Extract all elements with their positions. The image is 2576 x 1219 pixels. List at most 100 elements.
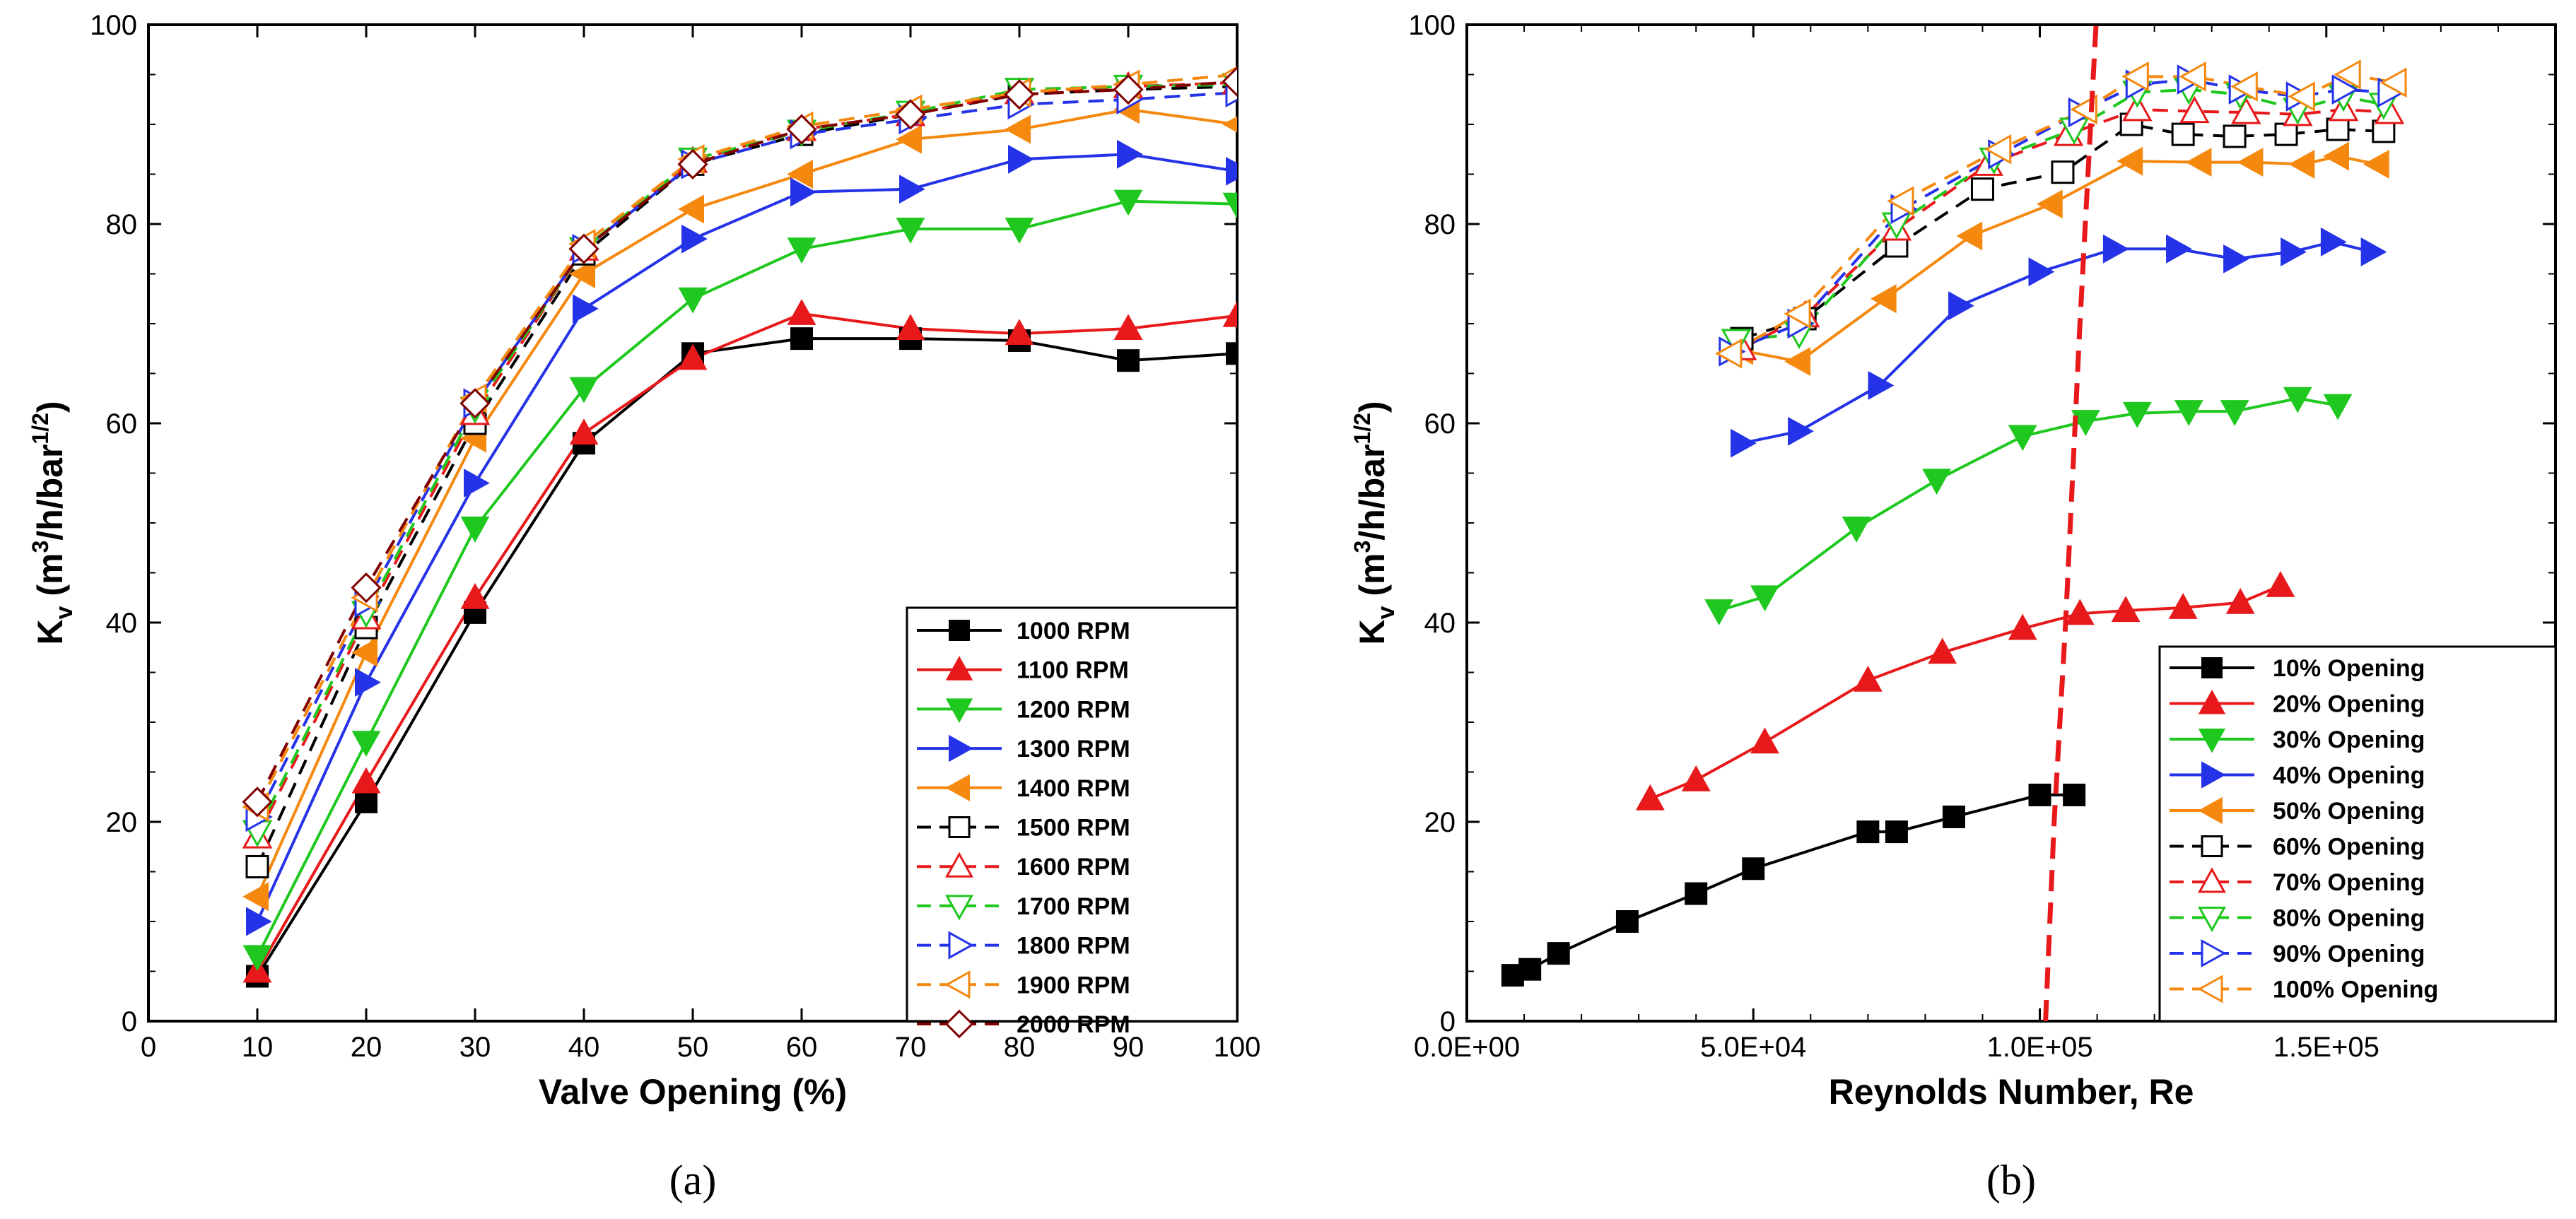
legend-entry-label: 10% Opening xyxy=(2273,655,2425,682)
series-line xyxy=(256,73,1237,808)
chart-panel-b: 0.0E+00 5.0E+04 1.0E+05 1.5E+05 0 20 40 60 80 100… xyxy=(1350,10,2557,1203)
data-point xyxy=(1842,517,1871,543)
data-point xyxy=(1222,300,1237,327)
series-line xyxy=(256,80,1237,803)
y-tick-label: 80 xyxy=(106,209,138,240)
data-point xyxy=(2320,227,2347,257)
legend-entry-label: 60% Opening xyxy=(2273,834,2425,861)
data-point xyxy=(1226,156,1237,186)
data-point xyxy=(2379,67,2407,98)
legend-entry-label: 30% Opening xyxy=(2273,726,2425,753)
legend: 1000 RPM 1100 RPM 1200 RPM 1300 RPM 1400 RPM… xyxy=(906,606,1239,1039)
data-point xyxy=(1856,820,1880,844)
legend-marker xyxy=(2197,867,2227,893)
data-point xyxy=(464,469,490,498)
data-point xyxy=(1117,349,1140,372)
data-point xyxy=(790,327,813,351)
data-point xyxy=(2283,387,2312,413)
data-point xyxy=(2230,71,2258,102)
x-axis-label: Reynolds Number, Re xyxy=(1829,1072,2194,1112)
data-point xyxy=(1942,805,1965,828)
legend-entry-label: 20% Opening xyxy=(2273,691,2425,718)
data-point xyxy=(2237,148,2264,177)
legend-marker xyxy=(944,852,974,878)
data-point xyxy=(1113,74,1144,105)
legend-entry-label: 90% Opening xyxy=(2273,941,2425,967)
y-tick-label: 40 xyxy=(106,608,138,639)
data-point xyxy=(2363,149,2389,179)
data-point xyxy=(1005,114,1031,144)
data-point xyxy=(1518,958,1542,981)
data-point xyxy=(242,787,273,818)
legend-entry-label: 1100 RPM xyxy=(1017,657,1129,684)
data-point xyxy=(2179,95,2210,124)
plot-area xyxy=(242,66,1237,988)
data-point xyxy=(1004,79,1035,110)
data-point xyxy=(242,945,272,972)
data-point xyxy=(2231,97,2261,124)
data-point xyxy=(2008,425,2037,452)
y-tick-label: 20 xyxy=(1424,807,1456,838)
legend-marker xyxy=(945,698,973,723)
legend-marker xyxy=(2198,796,2223,825)
data-point xyxy=(1750,585,1779,612)
data-point xyxy=(1715,338,1743,369)
legend-entry-label: 1800 RPM xyxy=(1017,933,1130,960)
legend-marker xyxy=(944,1009,974,1039)
data-point xyxy=(2360,237,2387,266)
data-point xyxy=(678,194,704,224)
data-point xyxy=(2121,61,2149,92)
data-point xyxy=(2122,94,2153,122)
data-point xyxy=(1956,221,1983,251)
legend-marker xyxy=(2197,907,2227,933)
data-point xyxy=(681,224,708,254)
data-point xyxy=(1887,186,1914,216)
data-point xyxy=(573,294,599,324)
data-point xyxy=(1868,370,1895,400)
data-point xyxy=(2117,146,2143,176)
legend-entry-label: 1200 RPM xyxy=(1017,696,1130,723)
y-axis-label: Kv (m3/h/bar1/2) xyxy=(1350,401,1400,644)
data-point xyxy=(2266,571,2295,597)
data-point xyxy=(1113,314,1143,341)
data-point xyxy=(786,114,817,145)
legend-entry-label: 1900 RPM xyxy=(1017,972,1130,999)
legend-entry-label: 100% Opening xyxy=(2273,977,2438,1003)
x-tick-label: 1.5E+05 xyxy=(2273,1032,2379,1063)
data-point xyxy=(1681,765,1711,791)
x-tick-label: 60 xyxy=(786,1032,818,1063)
series-line xyxy=(1512,793,2075,977)
x-tick-label: 1.0E+05 xyxy=(1986,1032,2092,1063)
series-line xyxy=(256,153,1237,922)
data-point xyxy=(1008,144,1034,174)
data-point xyxy=(1784,347,1811,377)
y-tick-label: 0 xyxy=(1440,1006,1456,1037)
data-point xyxy=(1222,116,1237,133)
data-point xyxy=(2331,74,2359,105)
panel-label: (a) xyxy=(669,1157,717,1203)
data-point xyxy=(460,517,490,543)
y-axis-label: Kv (m3/h/bar1/2) xyxy=(28,401,78,644)
x-tick-label: 0 xyxy=(141,1032,156,1063)
series-line xyxy=(256,337,1237,977)
data-point xyxy=(2102,234,2129,264)
y-tick-label: 80 xyxy=(1424,209,1456,240)
legend-marker xyxy=(2197,974,2223,1003)
data-point xyxy=(242,882,269,912)
data-point xyxy=(1885,820,1908,844)
data-point xyxy=(787,160,813,189)
data-point xyxy=(2122,401,2152,428)
data-point xyxy=(569,418,599,445)
data-point xyxy=(2063,783,2086,806)
legend-marker xyxy=(944,970,971,999)
plot-area xyxy=(1501,25,2407,1021)
data-point xyxy=(1117,139,1143,169)
data-point xyxy=(569,259,595,288)
legend-marker xyxy=(945,774,970,801)
legend-entry-label: 1000 RPM xyxy=(1017,618,1130,644)
data-point xyxy=(1226,342,1237,365)
data-point xyxy=(2288,81,2315,112)
data-point xyxy=(1970,177,1994,201)
data-point xyxy=(1113,189,1143,216)
legend-entry-label: 2000 RPM xyxy=(1017,1011,1130,1038)
